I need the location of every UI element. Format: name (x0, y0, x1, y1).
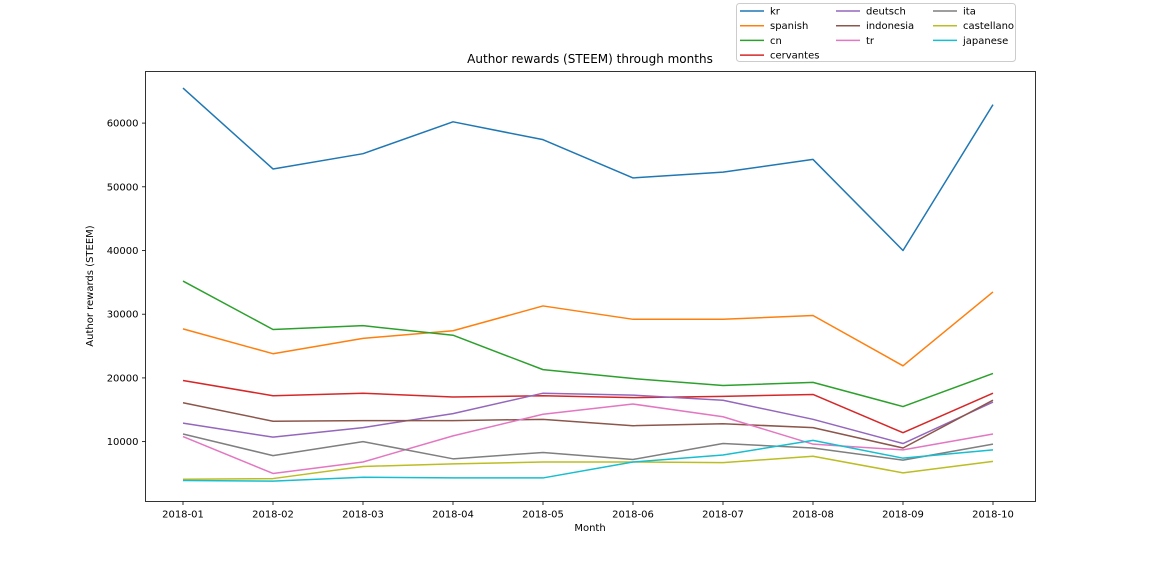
x-tick-label: 2018-10 (972, 510, 1014, 521)
series-line-castellano (182, 455, 994, 480)
y-tick-label: 60000 (107, 119, 139, 130)
x-tick-label: 2018-08 (792, 510, 834, 521)
y-tick-label: 10000 (107, 437, 139, 448)
legend-label-tr: tr (866, 36, 875, 47)
legend-label-japanese: japanese (962, 36, 1008, 47)
series-line-tr (182, 403, 994, 475)
series-line-kr (182, 87, 994, 252)
series-line-cervantes (182, 379, 994, 434)
x-tick-label: 2018-01 (162, 510, 204, 521)
legend-label-indonesia: indonesia (866, 21, 914, 32)
y-axis-label: Author rewards (STEEM) (85, 225, 96, 346)
legend-label-cervantes: cervantes (770, 51, 819, 62)
x-tick-label: 2018-07 (702, 510, 744, 521)
legend-label-spanish: spanish (770, 21, 808, 32)
chart-title: Author rewards (STEEM) through months (467, 52, 713, 66)
legend: kr spanish cn cervantes deutsch indonesia tr it… (736, 3, 1016, 62)
axes-frame (145, 71, 1036, 502)
legend-label-castellano: castellano (963, 21, 1014, 32)
y-tick-label: 40000 (107, 246, 139, 257)
series-line-indonesia (182, 399, 994, 449)
x-tick-label: 2018-09 (882, 510, 924, 521)
x-tick-label: 2018-06 (612, 510, 654, 521)
series-line-japanese (182, 439, 994, 482)
x-tick-label: 2018-04 (432, 510, 474, 521)
y-tick-label: 30000 (107, 310, 139, 321)
legend-label-kr: kr (770, 7, 781, 18)
y-tick-label: 20000 (107, 373, 139, 384)
plot-area: 10000 20000 30000 40000 50000 60000 2018-01 201… (107, 71, 1036, 521)
legend-label-ita: ita (963, 7, 976, 18)
series-line-ita (182, 433, 994, 461)
series-line-spanish (182, 291, 994, 367)
x-tick-label: 2018-02 (252, 510, 294, 521)
legend-label-deutsch: deutsch (866, 7, 906, 18)
legend-label-cn: cn (770, 36, 782, 47)
series-line-deutsch (182, 392, 994, 445)
x-tick-label: 2018-03 (342, 510, 384, 521)
series-line-cn (182, 280, 994, 408)
legend-box (736, 3, 1016, 62)
x-tick-label: 2018-05 (522, 510, 564, 521)
y-tick-label: 50000 (107, 182, 139, 193)
x-axis-label: Month (574, 523, 605, 534)
